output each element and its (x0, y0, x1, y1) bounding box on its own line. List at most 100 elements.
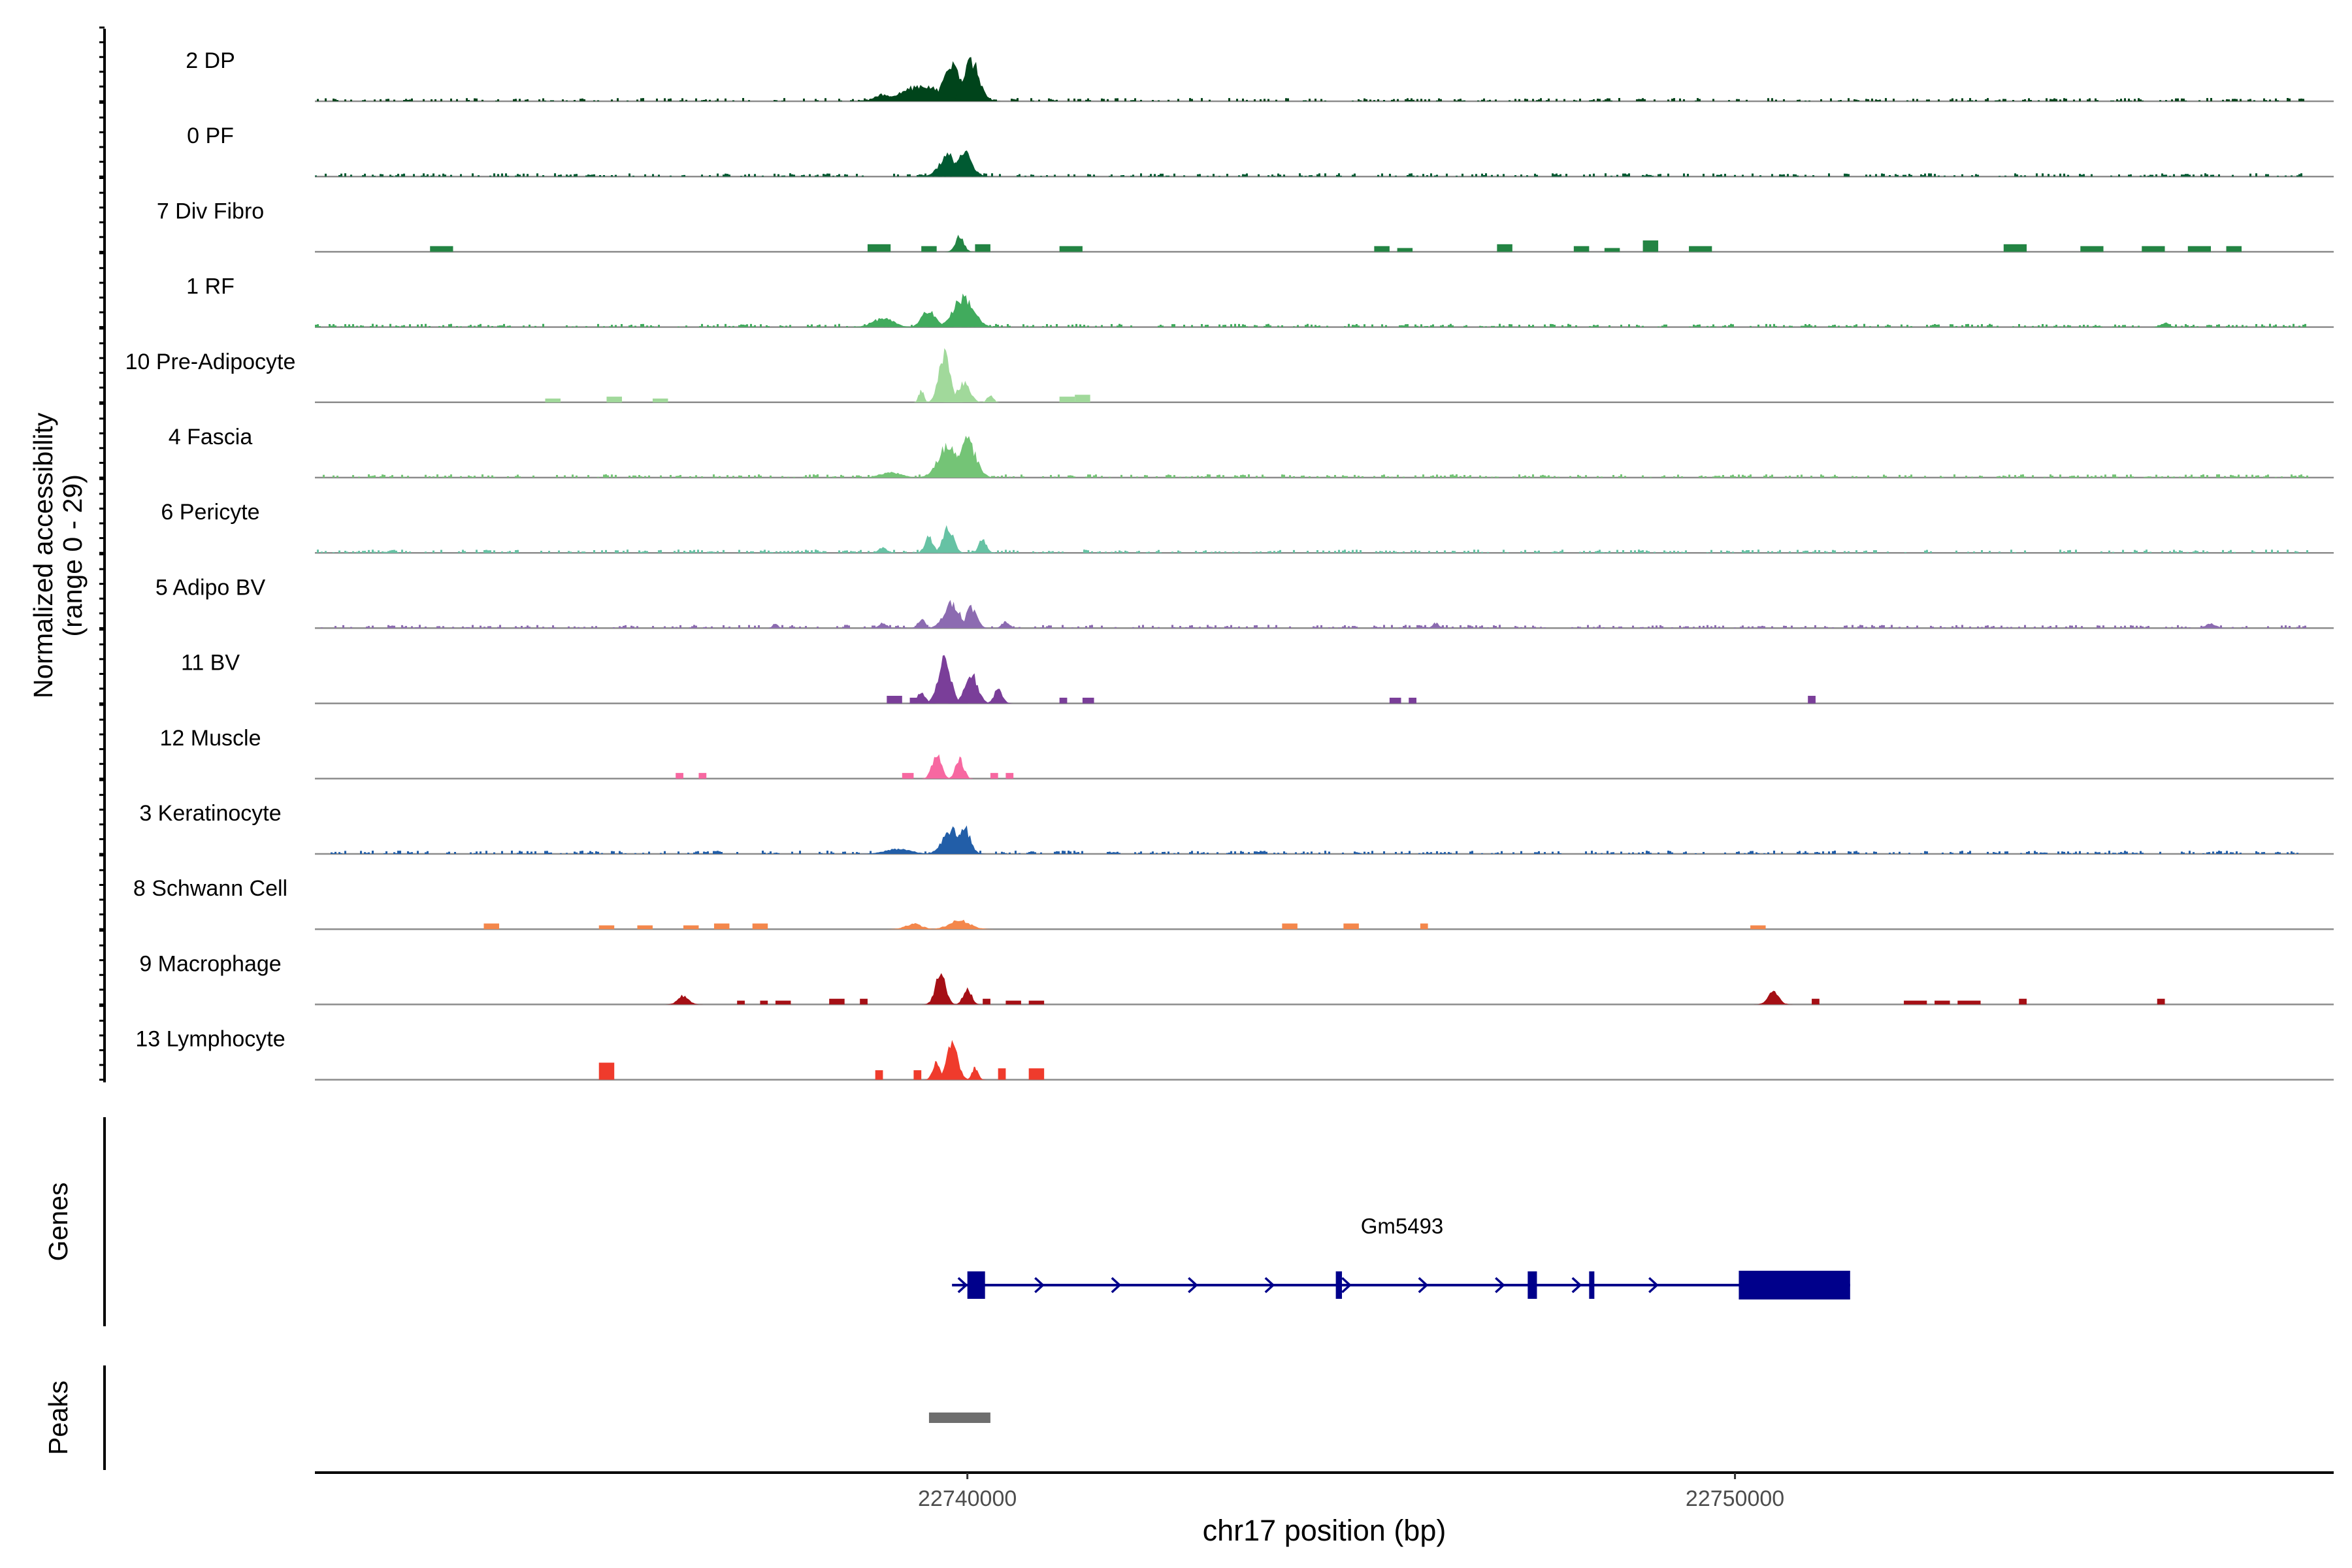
signal-block (998, 1068, 1006, 1080)
signal-peak (944, 235, 975, 252)
strand-arrow-icon (1648, 1277, 1659, 1294)
signal-block (913, 1070, 922, 1080)
gene-exon (1527, 1271, 1537, 1299)
track: 2 DP (186, 48, 2334, 103)
signal-peak (912, 389, 931, 402)
signal-peak (867, 622, 898, 629)
signal-block (875, 1070, 883, 1080)
y-axis-range-label: (range 0 - 29) (57, 474, 88, 636)
track-label: 1 RF (186, 274, 235, 299)
track-background-signal (323, 474, 2308, 478)
track-label: 0 PF (187, 123, 234, 148)
signal-block (1059, 697, 1068, 704)
signal-block (1497, 244, 1512, 252)
signal-peak (948, 673, 994, 704)
signal-peak (979, 395, 1002, 402)
signal-peak (951, 604, 992, 629)
signal-block (867, 244, 891, 252)
x-tick-label: 22750000 (1686, 1486, 1784, 1511)
signal-block (2080, 246, 2104, 252)
track-label: 6 Pericyte (161, 500, 259, 525)
strand-arrow-icon (957, 1277, 968, 1294)
peak-regions-track (928, 1413, 990, 1423)
track-label: 2 DP (186, 48, 235, 73)
signal-peak (932, 1039, 972, 1080)
signal-peak (934, 150, 993, 177)
signal-block (887, 696, 902, 704)
signal-peak (852, 472, 929, 478)
genes-label: Genes (43, 1183, 73, 1262)
track-background-signal (331, 851, 2298, 854)
signal-peak (663, 994, 704, 1005)
signal-block (1573, 246, 1590, 252)
signal-block (2019, 998, 2027, 1005)
strand-arrow-icon (1341, 1277, 1352, 1294)
signal-block (2226, 246, 2242, 252)
signal-block (775, 1000, 791, 1005)
track-background-signal (321, 625, 2306, 629)
signal-block (430, 246, 453, 252)
signal-peak (969, 539, 997, 553)
track-label: 4 Fascia (169, 425, 253, 449)
signal-block (760, 1000, 768, 1005)
signal-peak (936, 435, 998, 478)
track-label: 13 Lymphocyte (135, 1027, 285, 1052)
gene-track: Gm5493 (952, 1214, 1850, 1299)
track-label: 3 Keratinocyte (139, 801, 281, 826)
signal-peak (940, 825, 987, 854)
track-background-signal (317, 98, 2304, 101)
strand-arrow-icon (1264, 1277, 1275, 1294)
track: 6 Pericyte (161, 500, 2334, 554)
track: 10 Pre-Adipocyte (125, 348, 2334, 404)
signal-peak (922, 973, 959, 1005)
track: 4 Fascia (169, 425, 2334, 479)
signal-block (545, 399, 561, 402)
signal-block (683, 925, 699, 930)
signal-peak (766, 623, 785, 629)
gene-name: Gm5493 (1361, 1214, 1444, 1238)
signal-block (1005, 773, 1014, 779)
strand-arrow-icon (1495, 1277, 1505, 1294)
signal-block (652, 399, 668, 402)
signal-peak (911, 442, 985, 478)
signal-block (1750, 925, 1766, 930)
signal-peak (2149, 322, 2180, 327)
signal-block (1005, 1000, 1021, 1005)
signal-block (1420, 923, 1428, 930)
signal-peak (963, 1066, 987, 1080)
track-label: 7 Div Fibro (157, 199, 264, 223)
signal-peak (944, 756, 975, 779)
track-background-signal (317, 549, 2308, 553)
signal-block (598, 1062, 615, 1080)
signal-peak (921, 655, 968, 704)
signal-block (1075, 395, 1090, 402)
track-label: 12 Muscle (160, 726, 261, 751)
track: 9 Macrophage (139, 951, 2334, 1005)
signal-peak (1753, 990, 1793, 1005)
signal-block (713, 923, 730, 930)
signal-peak (952, 987, 983, 1005)
y-axis-label: Normalized accessibility (28, 412, 58, 698)
track-label: 5 Adipo BV (155, 575, 266, 600)
signal-block (676, 773, 683, 779)
signal-peak (941, 57, 1001, 101)
signal-peak (883, 923, 945, 930)
signal-block (990, 773, 998, 779)
signal-block (2157, 998, 2165, 1005)
signal-block (2187, 246, 2212, 252)
track: 1 RF (186, 274, 2334, 328)
strand-arrow-icon (1188, 1277, 1198, 1294)
signal-peak (906, 693, 937, 704)
signal-peak (852, 85, 990, 101)
signal-peak (904, 310, 954, 327)
signal-block (737, 1000, 745, 1005)
track-label: 10 Pre-Adipocyte (125, 350, 296, 374)
signal-peak (916, 152, 981, 177)
signal-peak (844, 318, 922, 327)
signal-block (1904, 1000, 1927, 1005)
signal-peak (919, 826, 985, 854)
strand-arrow-icon (1571, 1277, 1582, 1294)
signal-block (752, 923, 768, 930)
signal-peak (913, 535, 945, 553)
track-label: 9 Macrophage (139, 951, 281, 976)
